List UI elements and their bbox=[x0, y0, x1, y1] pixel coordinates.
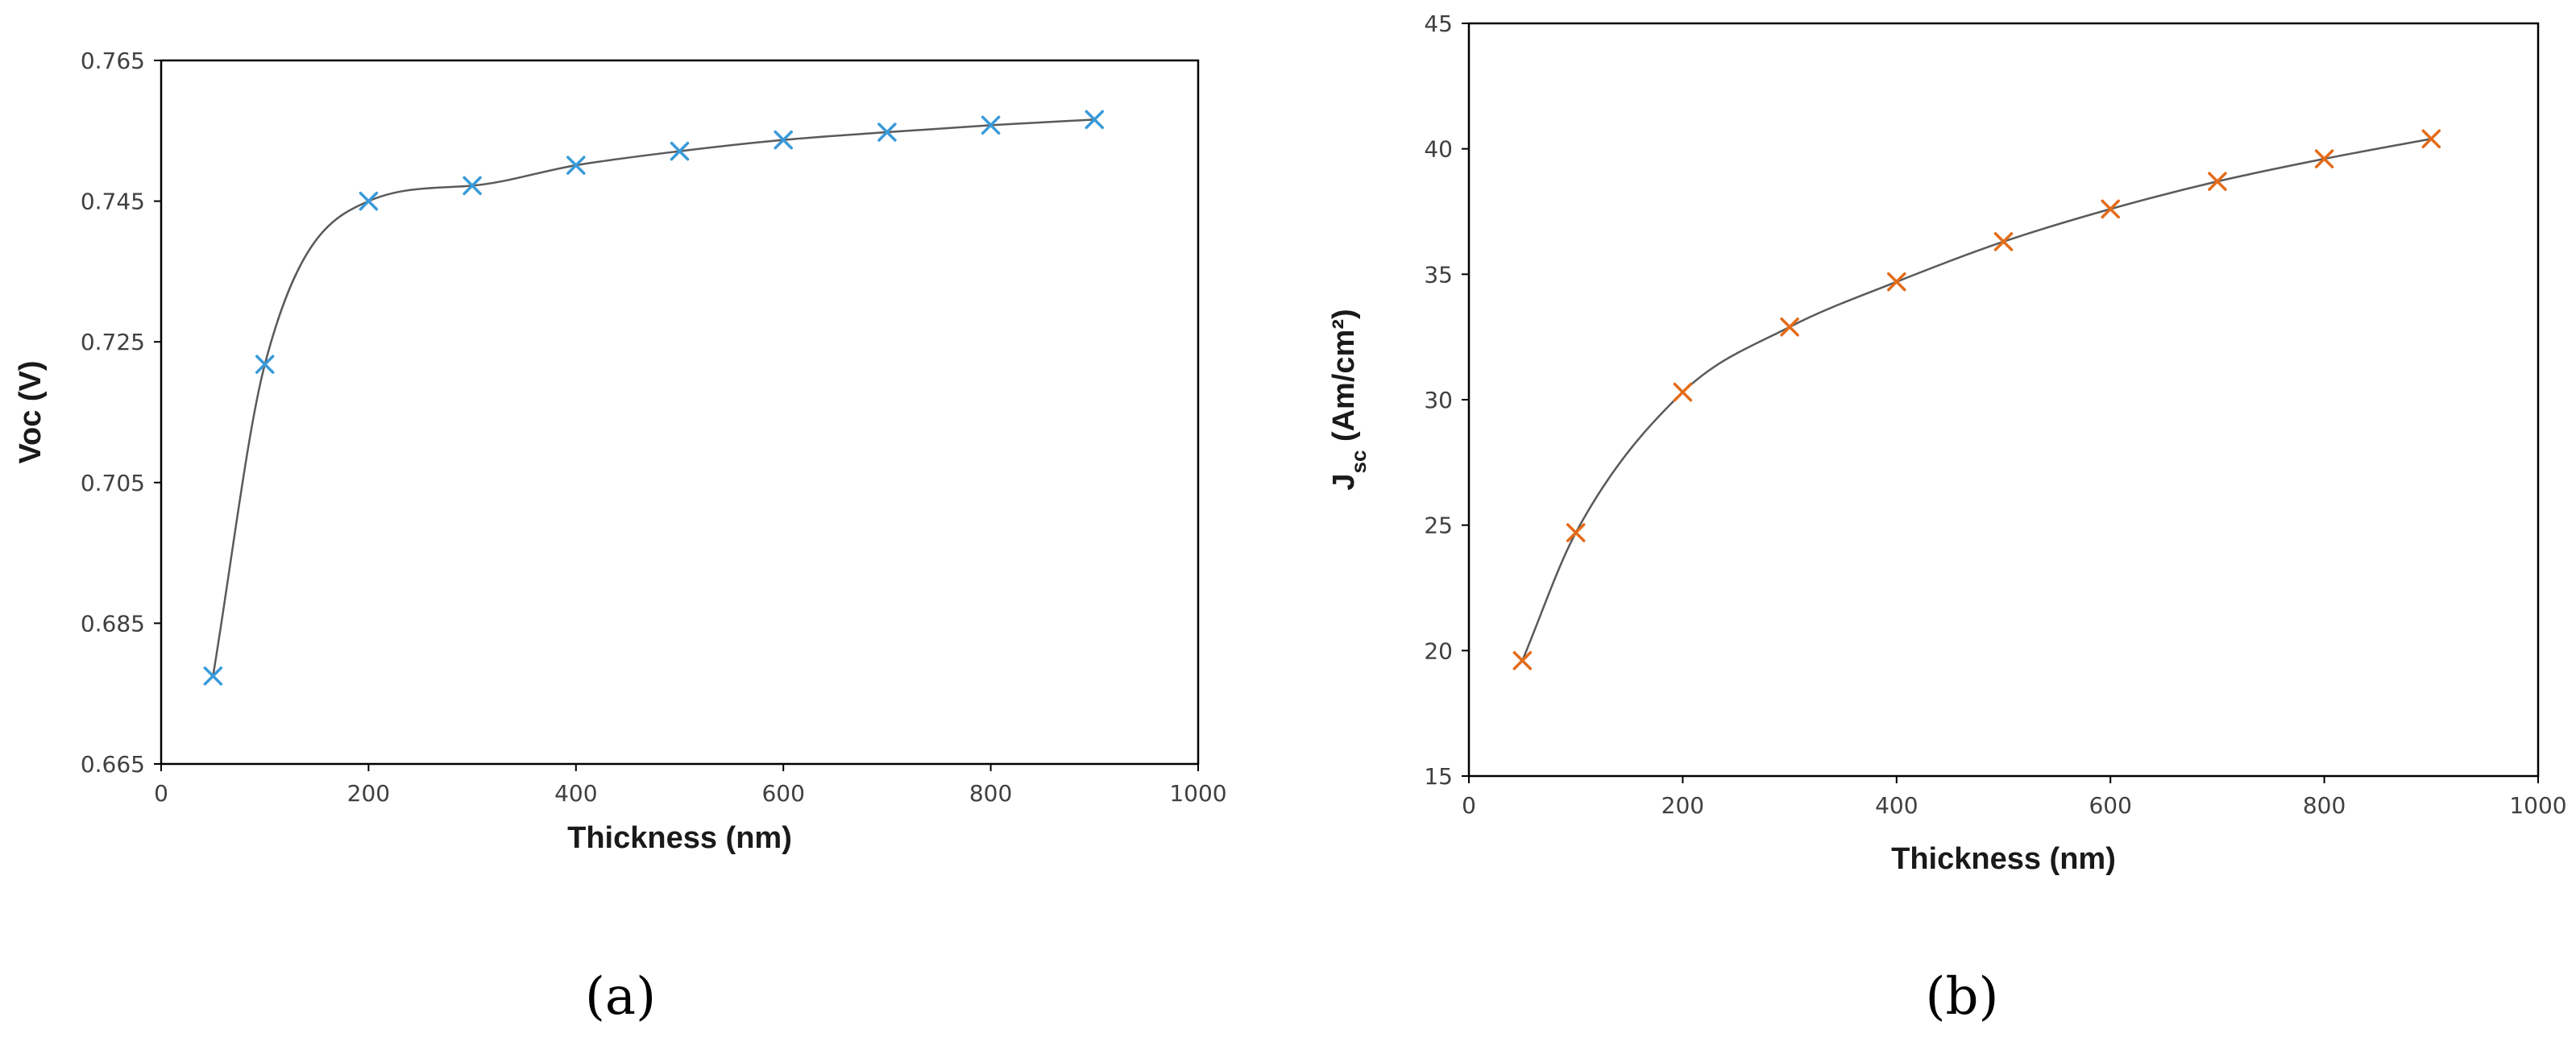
x-tick-label-a-3: 600 bbox=[761, 780, 804, 807]
x-tick-label-b-0: 0 bbox=[1462, 792, 1476, 819]
y-tick-label-b-1: 20 bbox=[1424, 637, 1453, 664]
data-point-a-1 bbox=[255, 355, 275, 374]
data-point-b-0 bbox=[1512, 651, 1533, 670]
y-tick-label-b-0: 15 bbox=[1424, 763, 1453, 790]
y-tick-label-a-3: 0.725 bbox=[81, 329, 145, 355]
x-axis-title-b: Thickness (nm) bbox=[1891, 842, 2116, 876]
y-tick-label-a-0: 0.665 bbox=[81, 751, 145, 778]
x-tick-label-b-1: 200 bbox=[1661, 792, 1704, 819]
y-tick-label-b-3: 30 bbox=[1424, 387, 1453, 413]
plot-area-a bbox=[160, 59, 1200, 766]
tick-group-b: 0 200 400 600 800 1000 15 20 25 30 35 40 45 bbox=[1424, 10, 2566, 819]
y-axis-title-a: Voc (V) bbox=[14, 360, 48, 463]
y-tick-label-b-5: 40 bbox=[1424, 136, 1453, 163]
chart-panel-a: 0 200 400 600 800 1000 0.665 0.685 0.705 0.725 0.7… bbox=[14, 48, 1227, 1027]
data-point-a-2 bbox=[359, 191, 379, 211]
y-tick-label-a-1: 0.685 bbox=[81, 610, 145, 637]
y-tick-label-b-6: 45 bbox=[1424, 10, 1453, 37]
y-axis-title-b-units: (Am/cm²) bbox=[1327, 309, 1361, 450]
data-point-b-4 bbox=[1887, 272, 1906, 292]
x-tick-label-a-4: 800 bbox=[969, 780, 1012, 807]
x-tick-label-b-5: 1000 bbox=[2509, 792, 2566, 819]
y-axis-title-b: Jsc (Am/cm²) bbox=[1327, 309, 1371, 490]
data-point-a-5 bbox=[670, 141, 690, 161]
data-point-b-1 bbox=[1566, 523, 1586, 542]
panel-label-b: (b) bbox=[1926, 967, 1999, 1027]
y-tick-label-a-5: 0.765 bbox=[81, 48, 145, 74]
x-tick-label-a-2: 400 bbox=[554, 780, 597, 807]
y-axis-title-b-main: J bbox=[1327, 474, 1361, 491]
y-tick-label-a-4: 0.745 bbox=[81, 189, 145, 215]
data-point-a-8 bbox=[981, 115, 1001, 135]
marker-group-jsc bbox=[1512, 129, 2441, 670]
data-point-a-6 bbox=[774, 130, 793, 150]
x-tick-label-b-3: 600 bbox=[2089, 792, 2131, 819]
tick-group-a: 0 200 400 600 800 1000 0.665 0.685 0.705 0.725 0.7… bbox=[81, 48, 1227, 807]
data-point-b-3 bbox=[1780, 317, 1799, 337]
y-tick-label-b-2: 25 bbox=[1424, 513, 1453, 539]
data-point-b-6 bbox=[2101, 199, 2120, 219]
x-tick-label-a-5: 1000 bbox=[1169, 780, 1226, 807]
data-point-a-0 bbox=[203, 666, 223, 686]
data-point-a-9 bbox=[1085, 110, 1105, 130]
y-tick-label-b-4: 35 bbox=[1424, 261, 1453, 288]
data-point-b-8 bbox=[2314, 149, 2334, 168]
data-point-b-7 bbox=[2208, 172, 2227, 191]
data-point-b-5 bbox=[1993, 232, 2014, 251]
data-point-a-3 bbox=[463, 176, 482, 196]
plot-area-b bbox=[1467, 22, 2540, 778]
trend-line-jsc bbox=[1521, 137, 2432, 662]
x-tick-label-b-4: 800 bbox=[2303, 792, 2346, 819]
data-point-a-7 bbox=[877, 122, 897, 142]
x-axis-title-a: Thickness (nm) bbox=[567, 821, 792, 855]
x-tick-label-a-1: 200 bbox=[347, 780, 390, 807]
panel-label-a: (a) bbox=[585, 967, 656, 1027]
x-tick-label-b-2: 400 bbox=[1875, 792, 1918, 819]
chart-panel-b: 0 200 400 600 800 1000 15 20 25 30 35 40 45 Thicknes… bbox=[1327, 10, 2567, 1027]
y-tick-label-a-2: 0.705 bbox=[81, 470, 145, 496]
data-point-b-2 bbox=[1673, 382, 1693, 402]
marker-group-voc bbox=[203, 110, 1105, 686]
x-tick-label-a-0: 0 bbox=[154, 780, 168, 807]
data-point-a-4 bbox=[566, 156, 586, 175]
data-point-b-9 bbox=[2421, 129, 2441, 148]
y-axis-title-b-subscript: sc bbox=[1346, 450, 1371, 474]
